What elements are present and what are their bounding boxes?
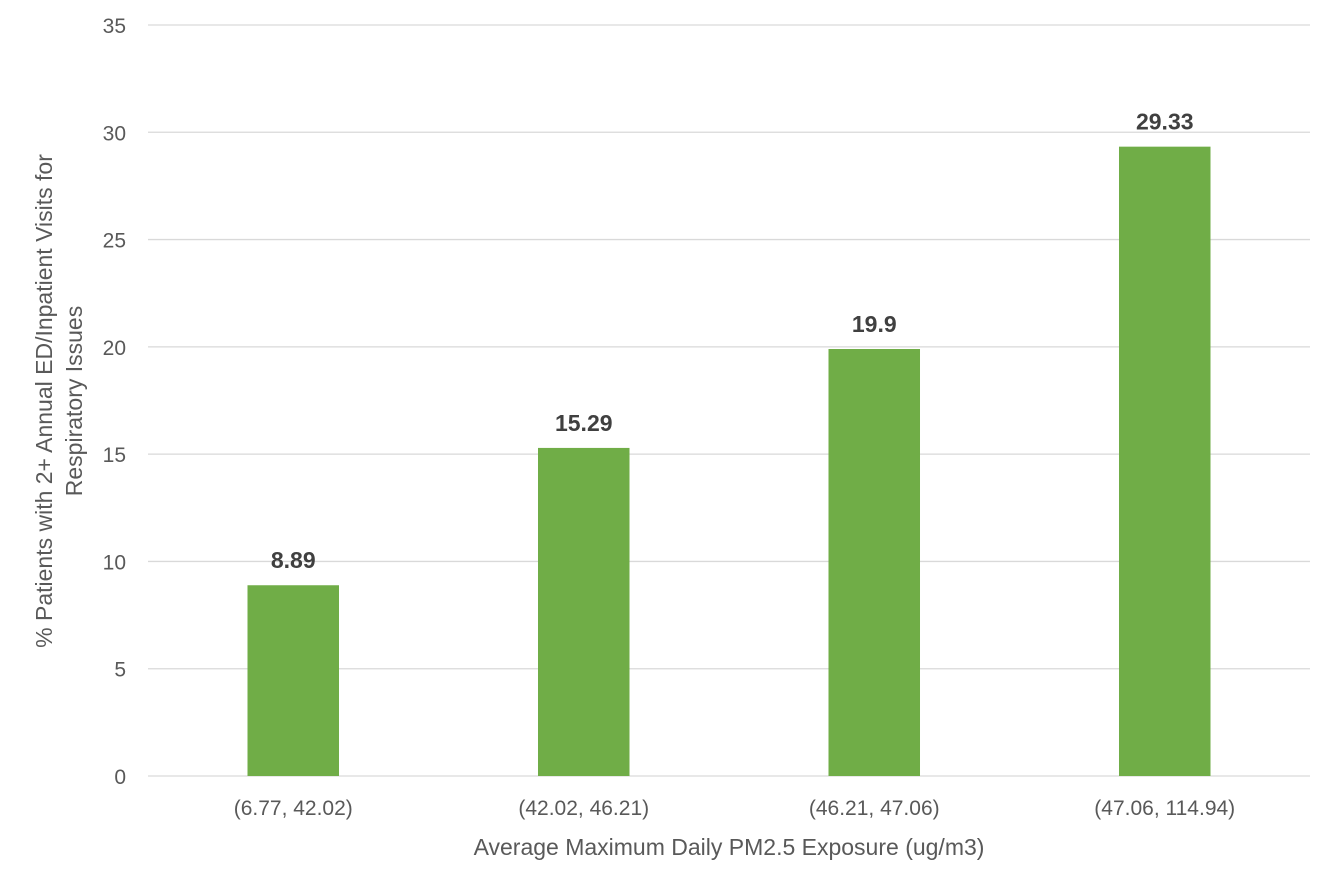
y-tick-label: 10 <box>103 551 126 574</box>
data-label-2: 15.29 <box>555 410 613 436</box>
y-tick-label: 20 <box>103 337 126 360</box>
x-axis-ticks: (6.77, 42.02) (42.02, 46.21) (46.21, 47.06… <box>234 797 1235 820</box>
x-axis-title: Average Maximum Daily PM2.5 Exposure (ug… <box>474 834 985 860</box>
y-axis-title-line-2: Respiratory Issues <box>61 306 87 496</box>
y-tick-label: 30 <box>103 122 126 145</box>
data-labels: 8.89 15.29 19.9 29.33 <box>271 109 1194 574</box>
data-label-1: 8.89 <box>271 547 316 573</box>
bar-2 <box>537 447 630 776</box>
y-tick-label: 0 <box>114 766 126 789</box>
y-axis-ticks: 0 5 10 15 20 25 30 35 <box>103 15 126 789</box>
y-axis-title: % Patients with 2+ Annual ED/Inpatient V… <box>31 154 87 648</box>
y-tick-label: 5 <box>114 659 126 682</box>
bar-1 <box>247 585 340 776</box>
x-tick-label-4: (47.06, 114.94) <box>1094 797 1235 820</box>
x-tick-label-3: (46.21, 47.06) <box>809 797 940 820</box>
data-label-4: 29.33 <box>1136 109 1194 135</box>
bar-4 <box>1118 146 1211 777</box>
y-tick-label: 15 <box>103 444 126 467</box>
bar-3 <box>828 349 921 776</box>
data-label-3: 19.9 <box>852 311 897 337</box>
bars <box>247 146 1211 777</box>
y-axis-title-line-1: % Patients with 2+ Annual ED/Inpatient V… <box>31 154 57 648</box>
gridlines <box>148 24 1310 777</box>
y-tick-label: 35 <box>103 15 126 38</box>
x-tick-label-1: (6.77, 42.02) <box>234 797 353 820</box>
x-tick-label-2: (42.02, 46.21) <box>518 797 649 820</box>
y-tick-label: 25 <box>103 230 126 253</box>
